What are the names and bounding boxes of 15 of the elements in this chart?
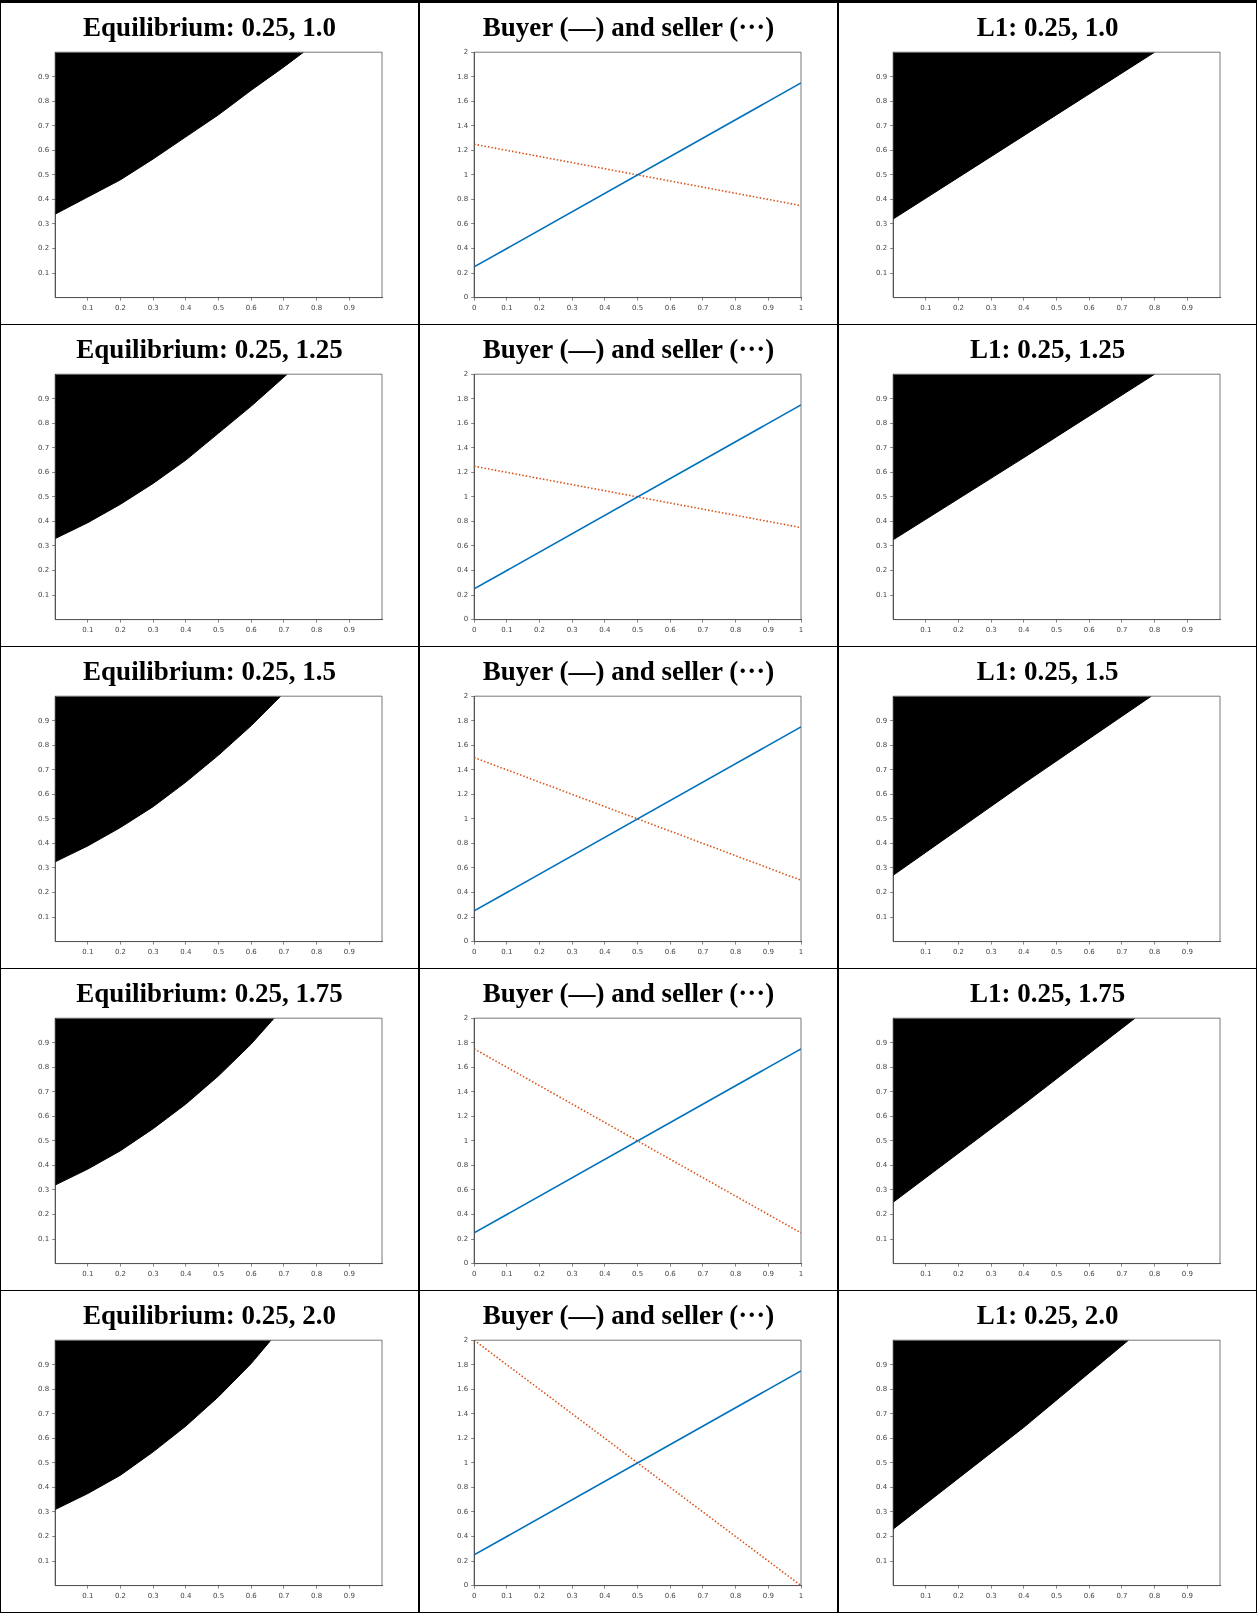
chart-title: Buyer (—) and seller (···) (481, 333, 776, 366)
chart-title: Equilibrium: 0.25, 1.25 (75, 333, 344, 366)
chart-title: Buyer (—) and seller (···) (481, 11, 776, 44)
chart-title: Buyer (—) and seller (···) (481, 655, 776, 688)
chart-title: Equilibrium: 0.25, 2.0 (82, 1299, 337, 1332)
chart-title: L1: 0.25, 1.5 (975, 655, 1120, 688)
chart-title: L1: 0.25, 1.0 (975, 11, 1120, 44)
chart-title: L1: 0.25, 2.0 (975, 1299, 1120, 1332)
chart-title: Equilibrium: 0.25, 1.75 (75, 977, 344, 1010)
chart-title: Equilibrium: 0.25, 1.5 (82, 655, 337, 688)
chart-title: Buyer (—) and seller (···) (481, 1299, 776, 1332)
chart-title: Equilibrium: 0.25, 1.0 (82, 11, 337, 44)
chart-title: L1: 0.25, 1.75 (968, 977, 1127, 1010)
chart-title: Buyer (—) and seller (···) (481, 977, 776, 1010)
chart-title: L1: 0.25, 1.25 (968, 333, 1127, 366)
